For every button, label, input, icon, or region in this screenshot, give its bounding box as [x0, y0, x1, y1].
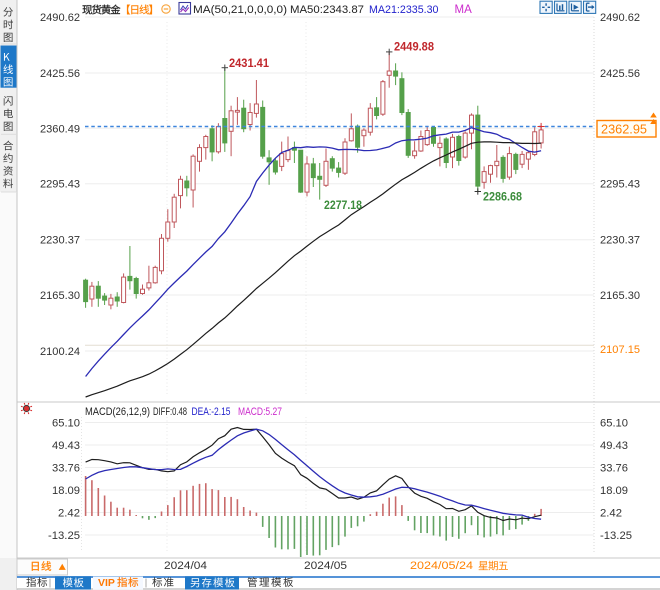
svg-text:2277.18: 2277.18	[324, 200, 363, 212]
svg-text:2107.15: 2107.15	[600, 344, 640, 356]
svg-text:2024/05/24: 2024/05/24	[410, 560, 473, 572]
svg-text:MACD(26,12,9): MACD(26,12,9)	[85, 406, 150, 418]
svg-text:2295.43: 2295.43	[600, 179, 640, 191]
svg-text:DIFF:0.48: DIFF:0.48	[153, 406, 187, 418]
svg-text:2362.95: 2362.95	[601, 123, 647, 137]
svg-text:MA: MA	[455, 4, 473, 16]
svg-text:2.42: 2.42	[58, 508, 80, 520]
svg-text:2.42: 2.42	[600, 508, 622, 520]
svg-text:2490.62: 2490.62	[40, 12, 80, 24]
svg-text:2449.88: 2449.88	[394, 42, 435, 54]
svg-text:18.09: 18.09	[52, 485, 80, 497]
svg-text:2286.68: 2286.68	[483, 192, 523, 204]
svg-text:2165.30: 2165.30	[600, 290, 640, 302]
svg-text:33.76: 33.76	[52, 463, 80, 475]
svg-text:-13.25: -13.25	[600, 530, 632, 542]
svg-text:DEA:-2.15: DEA:-2.15	[192, 406, 231, 418]
svg-text:2360.49: 2360.49	[40, 123, 80, 135]
svg-text:2024/05: 2024/05	[304, 560, 347, 572]
svg-text:49.43: 49.43	[600, 440, 628, 452]
svg-text:49.43: 49.43	[52, 440, 80, 452]
svg-text:MA50:2343.87: MA50:2343.87	[290, 4, 364, 16]
svg-text:2230.37: 2230.37	[40, 235, 80, 247]
svg-text:18.09: 18.09	[600, 485, 628, 497]
svg-text:2024/04: 2024/04	[164, 560, 207, 572]
svg-text:MACD:5.27: MACD:5.27	[238, 406, 282, 418]
svg-text:65.10: 65.10	[600, 418, 628, 430]
svg-text:2100.24: 2100.24	[40, 346, 80, 358]
svg-text:-13.25: -13.25	[48, 530, 80, 542]
svg-text:VIP: VIP	[98, 577, 115, 589]
svg-text:65.10: 65.10	[52, 418, 80, 430]
svg-text:MA21:2335.30: MA21:2335.30	[369, 4, 439, 16]
svg-text:2431.41: 2431.41	[229, 58, 270, 70]
svg-text:2165.30: 2165.30	[40, 290, 80, 302]
svg-text:33.76: 33.76	[600, 463, 628, 475]
svg-text:2425.56: 2425.56	[40, 68, 80, 80]
svg-text:2230.37: 2230.37	[600, 235, 640, 247]
svg-text:2295.43: 2295.43	[40, 179, 80, 191]
svg-text:2490.62: 2490.62	[600, 12, 640, 24]
svg-text:MA(50,21,0,0,0,0): MA(50,21,0,0,0,0)	[193, 4, 287, 16]
svg-text:2425.56: 2425.56	[600, 68, 640, 80]
